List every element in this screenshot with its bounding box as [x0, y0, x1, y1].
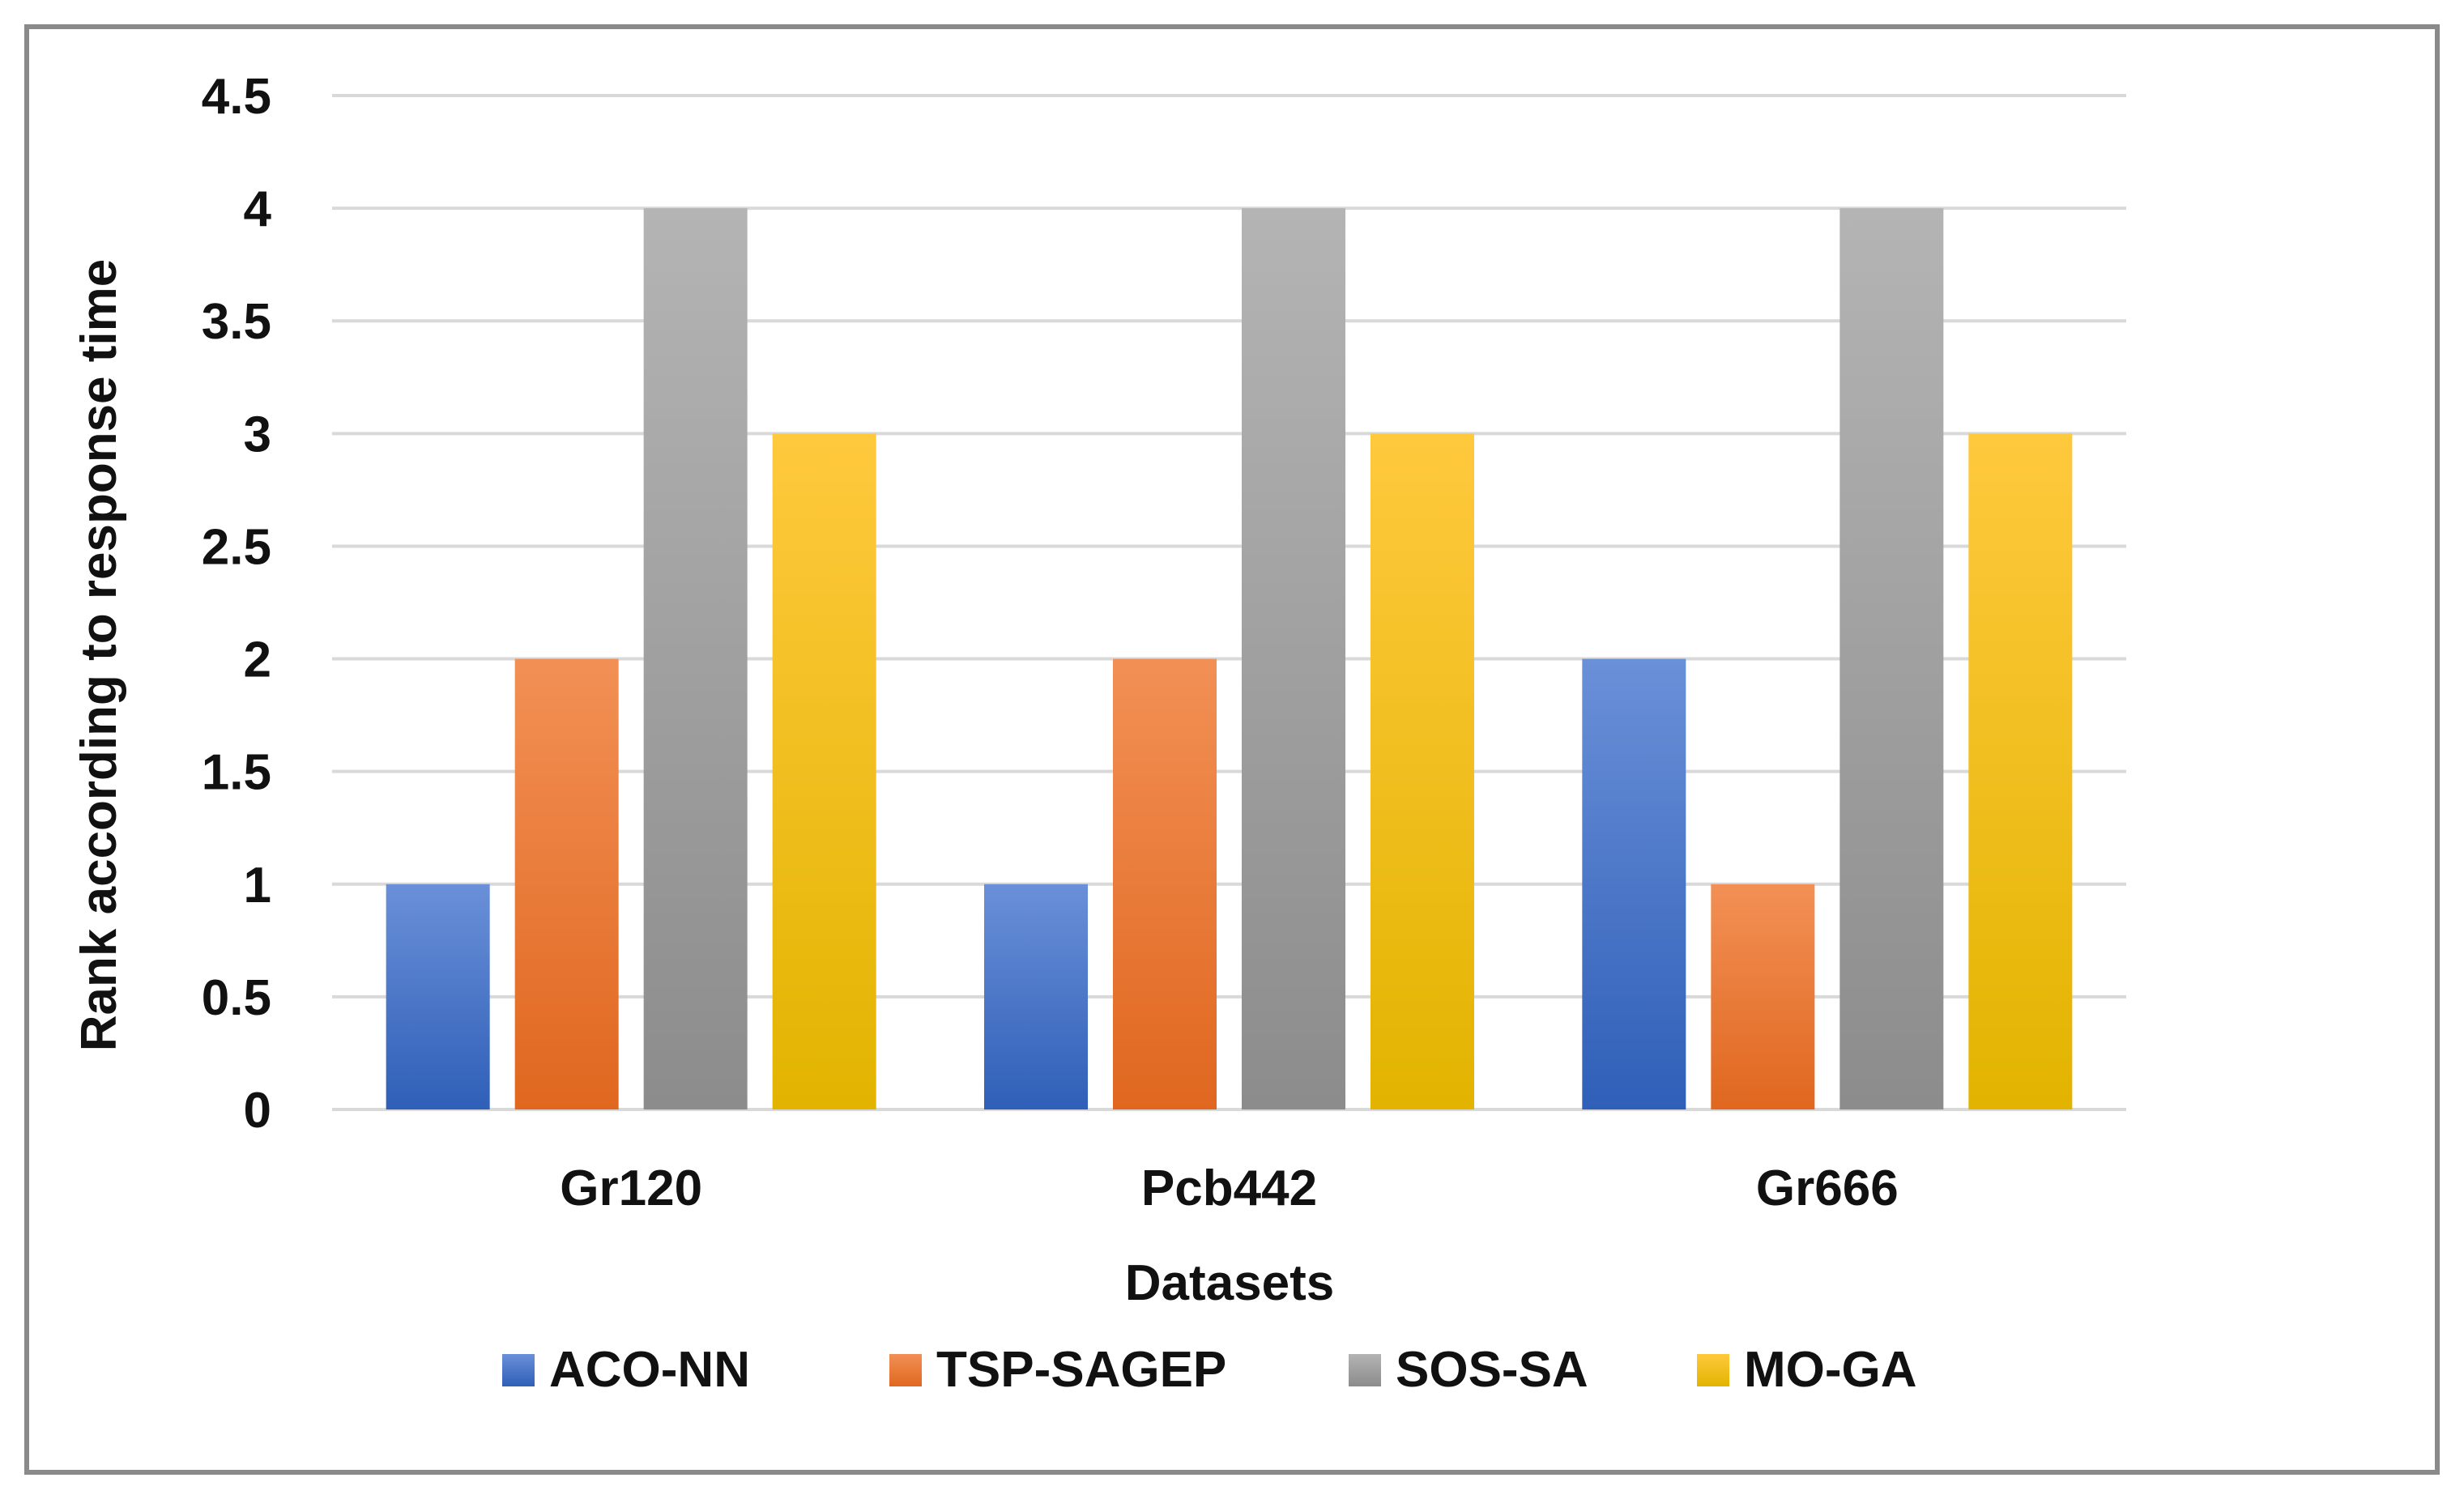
legend-label-tsp-sagep: TSP-SAGEP — [936, 1342, 1226, 1398]
y-tick-label: 2 — [244, 632, 271, 688]
bar-aco-nn-gr120 — [386, 884, 490, 1109]
bar-sos-sa-pcb442 — [1242, 208, 1345, 1110]
bar-mo-ga-gr120 — [772, 433, 876, 1109]
y-axis-title: Rank according to response time — [71, 259, 127, 1051]
legend-swatch-sos-sa — [1349, 1354, 1381, 1386]
x-tick-label: Gr120 — [560, 1160, 702, 1216]
x-axis-title: Datasets — [1125, 1255, 1334, 1311]
bar-aco-nn-pcb442 — [984, 884, 1088, 1109]
bar-sos-sa-gr120 — [643, 208, 748, 1110]
bar-tsp-sagep-pcb442 — [1113, 658, 1217, 1109]
y-tick-label: 2.5 — [202, 519, 271, 575]
gridlines — [332, 94, 2126, 1111]
legend-swatch-aco-nn — [502, 1354, 535, 1386]
bar-sos-sa-gr666 — [1839, 208, 1944, 1110]
y-tick-label: 3 — [244, 407, 271, 462]
y-tick-label: 1 — [244, 858, 271, 913]
legend-label-aco-nn: ACO-NN — [549, 1342, 750, 1398]
bar-aco-nn-gr666 — [1582, 658, 1686, 1109]
bar-tsp-sagep-gr120 — [514, 658, 619, 1109]
bar-mo-ga-gr666 — [1968, 433, 2073, 1109]
bars — [386, 208, 2073, 1110]
bar-tsp-sagep-gr666 — [1711, 884, 1815, 1109]
x-axis-ticks: Gr120 Pcb442 Gr666 — [560, 1160, 1898, 1216]
x-tick-label: Gr666 — [1756, 1160, 1899, 1216]
legend-swatch-tsp-sagep — [889, 1354, 922, 1386]
y-tick-label: 0 — [244, 1083, 271, 1139]
x-tick-label: Pcb442 — [1141, 1160, 1317, 1216]
y-tick-label: 0.5 — [202, 970, 271, 1026]
y-tick-label: 4.5 — [202, 69, 271, 125]
legend-label-sos-sa: SOS-SA — [1396, 1342, 1588, 1398]
y-axis-ticks: 0 0.5 1 1.5 2 2.5 3 3.5 4 4.5 — [202, 69, 272, 1139]
y-tick-label: 3.5 — [202, 294, 271, 350]
legend-label-mo-ga: MO-GA — [1744, 1342, 1917, 1398]
y-tick-label: 4 — [244, 181, 272, 237]
bar-mo-ga-pcb442 — [1371, 433, 1474, 1109]
y-tick-label: 1.5 — [202, 745, 271, 801]
legend-swatch-mo-ga — [1697, 1354, 1729, 1386]
legend: ACO-NN TSP-SAGEP SOS-SA MO-GA — [502, 1342, 1917, 1398]
